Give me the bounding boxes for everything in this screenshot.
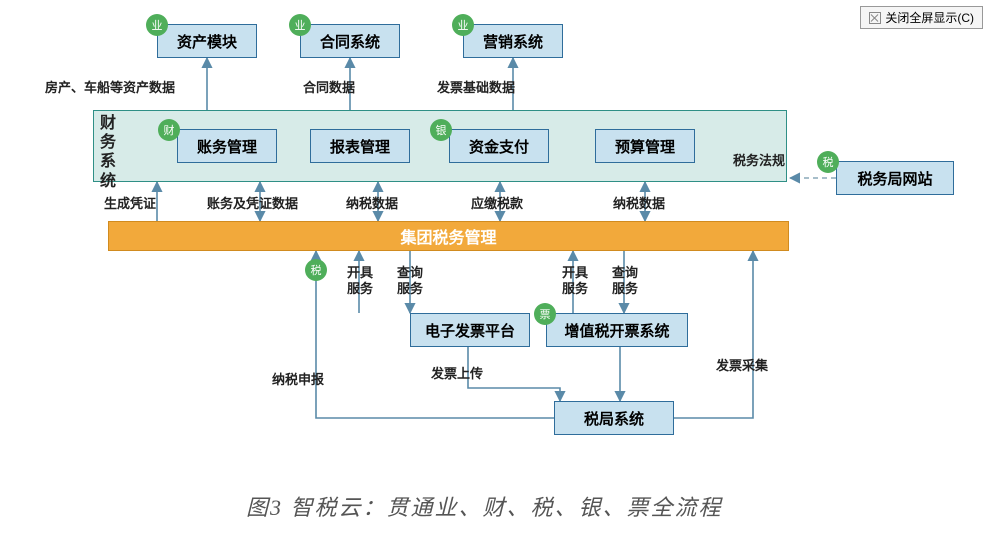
box-label-acct_mgmt: 账务管理 [197,136,257,157]
badge-char-b2: 业 [295,17,306,33]
label-l_issue1b: 服务 [347,278,373,297]
badge-char-b7: 税 [311,262,322,278]
box-vat_sys: 增值税开票系统 [546,313,688,347]
badge-char-b6: 税 [823,154,834,170]
box-contract_sys: 合同系统 [300,24,400,58]
box-label-vat_sys: 增值税开票系统 [564,320,669,341]
box-report_mgmt: 报表管理 [310,129,410,163]
label-l_tax_data2: 纳税数据 [613,193,665,212]
figure-caption: 图3 智税云：贯通业、财、税、银、票全流程 [246,490,723,522]
box-asset_module: 资产模块 [157,24,257,58]
box-label-marketing_sys: 营销系统 [483,31,543,52]
box-label-fund_pay: 资金支付 [469,136,529,157]
label-l_asset_data: 房产、车船等资产数据 [45,77,175,96]
label-l_tax_data1: 纳税数据 [346,193,398,212]
box-label-group_tax: 集团税务管理 [400,224,496,248]
badge-b5: 银 [430,119,452,141]
badge-b7: 税 [305,259,327,281]
box-label-contract_sys: 合同系统 [320,31,380,52]
box-acct_mgmt: 账务管理 [177,129,277,163]
label-l_contract: 合同数据 [303,77,355,96]
box-e_invoice: 电子发票平台 [410,313,530,347]
box-marketing_sys: 营销系统 [463,24,563,58]
badge-char-b1: 业 [152,17,163,33]
badge-b1: 业 [146,14,168,36]
badge-b2: 业 [289,14,311,36]
label-l_invoice_up: 发票上传 [431,363,483,382]
box-group_tax: 集团税务管理 [108,221,789,251]
badge-char-b4: 财 [164,122,175,138]
label-l_payable: 应缴税款 [471,193,523,212]
label-l_tax_report: 纳税申报 [272,369,324,388]
label-l_query2b: 服务 [612,278,638,297]
vlabel-finance_sys: 财务系统 [100,114,116,191]
label-l_issue2b: 服务 [562,278,588,297]
box-label-asset_module: 资产模块 [177,31,237,52]
badge-char-b8: 票 [540,306,551,322]
box-tax_site: 税务局网站 [836,161,954,195]
badge-b8: 票 [534,303,556,325]
label-l_gen_voucher: 生成凭证 [104,193,156,212]
box-label-report_mgmt: 报表管理 [330,136,390,157]
box-label-tax_site: 税务局网站 [857,168,932,189]
close-icon [869,12,881,24]
box-budget_mgmt: 预算管理 [595,129,695,163]
close-fullscreen-button[interactable]: 关闭全屏显示(C) [860,6,983,29]
badge-char-b3: 业 [458,17,469,33]
label-l_acct_data: 账务及凭证数据 [207,193,298,212]
label-l_query1b: 服务 [397,278,423,297]
badge-b6: 税 [817,151,839,173]
box-label-tax_bureau: 税局系统 [584,408,644,429]
label-l_invoice_base: 发票基础数据 [437,77,515,96]
box-label-budget_mgmt: 预算管理 [615,136,675,157]
box-label-e_invoice: 电子发票平台 [425,320,515,341]
label-l_invoice_col: 发票采集 [716,355,768,374]
label-l_tax_law: 税务法规 [733,150,785,169]
close-fullscreen-label: 关闭全屏显示(C) [885,9,974,26]
box-fund_pay: 资金支付 [449,129,549,163]
badge-char-b5: 银 [436,122,447,138]
badge-b4: 财 [158,119,180,141]
badge-b3: 业 [452,14,474,36]
box-tax_bureau: 税局系统 [554,401,674,435]
